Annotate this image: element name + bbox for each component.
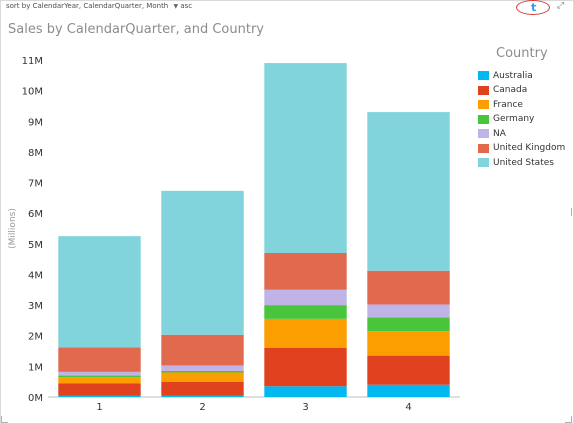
bar-segment-canada <box>161 381 244 396</box>
y-tick-label: 6M <box>28 209 43 220</box>
bar-segment-australia <box>161 395 244 397</box>
legend-item[interactable]: United States <box>478 152 554 168</box>
y-tick-label: 3M <box>28 301 43 312</box>
legend-swatch <box>478 129 489 138</box>
bar-segment-united-states <box>264 63 347 254</box>
y-tick-label: 11M <box>22 56 43 67</box>
y-tick-label: 10M <box>22 87 43 98</box>
legend-item[interactable]: Australia <box>478 65 533 81</box>
bar-segment-united-kingdom <box>58 347 141 372</box>
chart-title: Sales by CalendarQuarter, and Country <box>8 22 264 37</box>
bar-segment-united-states <box>161 190 244 335</box>
bar-segment-germany <box>58 375 141 378</box>
legend-label: Australia <box>493 70 533 81</box>
bar-segment-australia <box>264 386 347 397</box>
legend-item[interactable]: NA <box>478 123 506 139</box>
y-tick-label: 8M <box>28 148 43 159</box>
legend-swatch <box>478 158 489 167</box>
resize-handle-right[interactable] <box>565 208 572 216</box>
bar-segment-na <box>367 304 450 318</box>
x-tick-label: 4 <box>405 402 411 413</box>
bar-segment-france <box>367 331 450 356</box>
legend-item[interactable]: United Kingdom <box>478 138 566 153</box>
y-tick-label: 1M <box>28 362 43 373</box>
bar-segment-canada <box>367 355 450 385</box>
sort-label: sort by CalendarYear, CalendarQuarter, M… <box>6 2 169 10</box>
legend-label: United Kingdom <box>493 143 566 153</box>
legend-swatch <box>478 114 489 124</box>
y-axis-title: (Millions) <box>8 208 18 249</box>
bar-segment-united-states <box>58 236 141 348</box>
y-tick-label: 0M <box>28 393 43 404</box>
bar-segment-united-kingdom <box>264 253 347 290</box>
sort-control[interactable]: sort by CalendarYear, CalendarQuarter, M… <box>6 2 192 10</box>
legend-label: France <box>493 99 523 110</box>
legend-label: Germany <box>493 114 535 124</box>
sort-direction[interactable]: asc <box>180 2 193 10</box>
legend-label: NA <box>493 128 506 139</box>
bar-segment-united-states <box>367 112 450 271</box>
bar-segment-na <box>161 365 244 371</box>
bar-segment-canada <box>58 383 141 396</box>
legend-swatch <box>478 85 489 95</box>
y-tick-label: 5M <box>28 240 43 251</box>
bar-segment-australia <box>58 395 141 397</box>
legend-item[interactable]: Germany <box>478 109 535 124</box>
y-tick-label: 9M <box>28 117 43 128</box>
bar-segment-canada <box>264 347 347 387</box>
legend-item[interactable]: France <box>478 94 523 110</box>
y-tick-label: 7M <box>28 179 43 190</box>
expand-icon[interactable]: ⤢ <box>557 1 565 11</box>
resize-corner-bottom-left[interactable] <box>1 416 8 423</box>
bar-segment-france <box>264 318 347 348</box>
resize-corner-bottom-right[interactable] <box>565 416 572 423</box>
legend-label: United States <box>493 157 554 168</box>
x-tick-label: 3 <box>302 402 308 413</box>
bar-segment-france <box>58 377 141 384</box>
bar-segment-germany <box>161 370 244 373</box>
bar-segment-na <box>264 289 347 306</box>
bar-segment-united-kingdom <box>367 270 450 305</box>
bar-segment-australia <box>367 384 450 397</box>
x-tick-label: 1 <box>96 402 102 413</box>
bar-segment-na <box>58 371 141 376</box>
legend-item[interactable]: Canada <box>478 80 528 95</box>
y-tick-label: 4M <box>28 270 43 281</box>
legend-swatch <box>478 71 489 80</box>
y-tick-label: 2M <box>28 332 43 343</box>
legend-swatch <box>478 100 489 109</box>
twitter-icon: t <box>531 1 537 14</box>
legend-label: Canada <box>493 85 528 95</box>
bar-segment-france <box>161 372 244 382</box>
legend-title: Country <box>496 46 548 61</box>
legend-swatch <box>478 143 489 153</box>
x-tick-label: 2 <box>199 402 205 413</box>
bar-segment-united-kingdom <box>161 334 244 366</box>
twitter-share-button[interactable]: t <box>516 0 550 15</box>
bar-segment-germany <box>367 317 450 332</box>
bar-segment-germany <box>264 305 347 319</box>
chevron-down-icon[interactable]: ▼ <box>173 3 179 10</box>
